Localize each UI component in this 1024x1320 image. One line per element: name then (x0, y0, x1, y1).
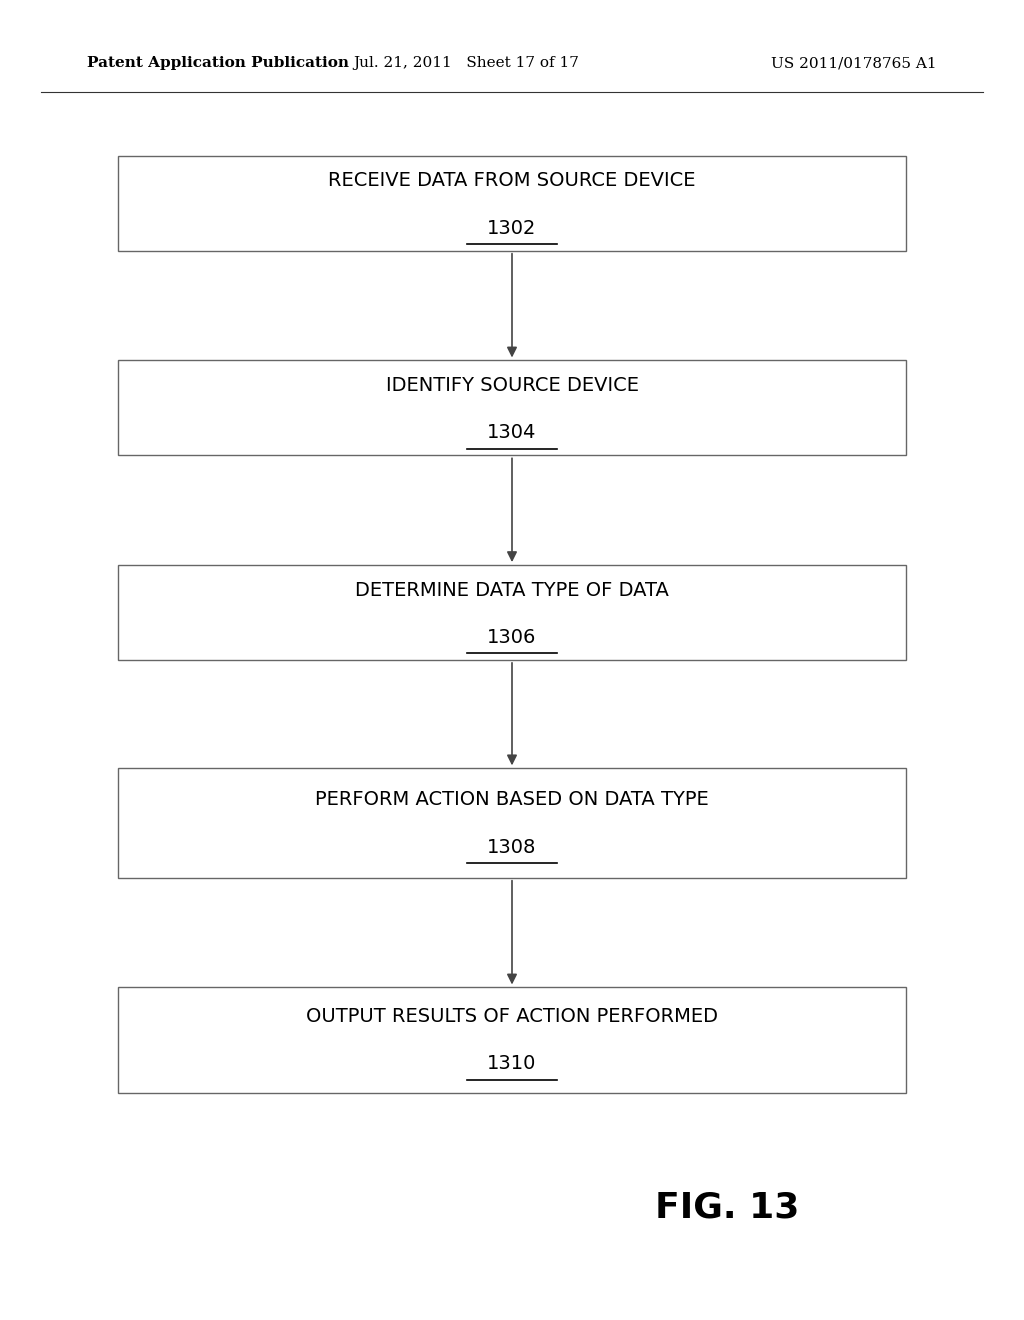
Text: PERFORM ACTION BASED ON DATA TYPE: PERFORM ACTION BASED ON DATA TYPE (315, 791, 709, 809)
Bar (118, 987, 906, 1093)
Text: 1302: 1302 (487, 219, 537, 238)
Text: 1306: 1306 (487, 628, 537, 647)
Text: DETERMINE DATA TYPE OF DATA: DETERMINE DATA TYPE OF DATA (355, 581, 669, 599)
Text: FIG. 13: FIG. 13 (655, 1191, 799, 1225)
Text: US 2011/0178765 A1: US 2011/0178765 A1 (771, 57, 937, 70)
Text: IDENTIFY SOURCE DEVICE: IDENTIFY SOURCE DEVICE (385, 376, 639, 395)
Text: OUTPUT RESULTS OF ACTION PERFORMED: OUTPUT RESULTS OF ACTION PERFORMED (306, 1007, 718, 1026)
Bar (118, 565, 906, 660)
Text: Jul. 21, 2011   Sheet 17 of 17: Jul. 21, 2011 Sheet 17 of 17 (353, 57, 579, 70)
Text: RECEIVE DATA FROM SOURCE DEVICE: RECEIVE DATA FROM SOURCE DEVICE (329, 172, 695, 190)
Text: 1308: 1308 (487, 838, 537, 857)
Bar (118, 156, 906, 251)
Text: 1304: 1304 (487, 424, 537, 442)
Text: Patent Application Publication: Patent Application Publication (87, 57, 349, 70)
Text: 1310: 1310 (487, 1055, 537, 1073)
Bar (118, 768, 906, 878)
Bar (118, 360, 906, 455)
